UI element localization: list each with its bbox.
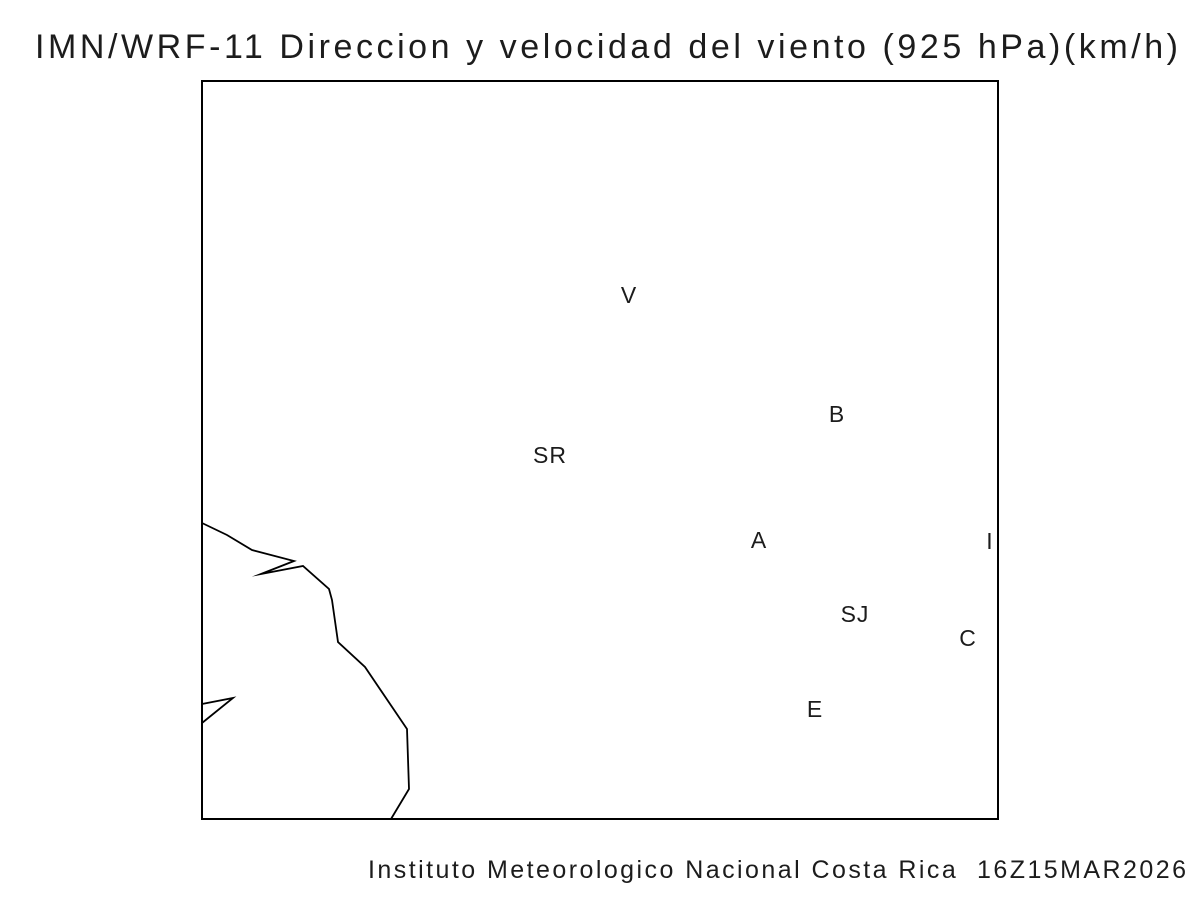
station-label-v: V [621, 282, 637, 308]
station-label-e: E [807, 696, 823, 722]
station-label-i: I [986, 528, 993, 554]
coastline-inlet [201, 696, 237, 724]
station-label-sj: SJ [841, 601, 870, 627]
chart-title: IMN/WRF-11 Direccion y velocidad del vie… [35, 28, 1178, 66]
station-labels: V B SR A I SJ C E [533, 282, 993, 722]
station-label-a: A [751, 527, 767, 553]
map-frame [201, 80, 999, 820]
footer-credit: Instituto Meteorologico Nacional Costa R… [368, 856, 1186, 884]
station-label-b: B [829, 401, 845, 427]
coastline [201, 522, 410, 820]
station-label-sr: SR [533, 442, 567, 468]
station-label-c: C [959, 625, 977, 651]
